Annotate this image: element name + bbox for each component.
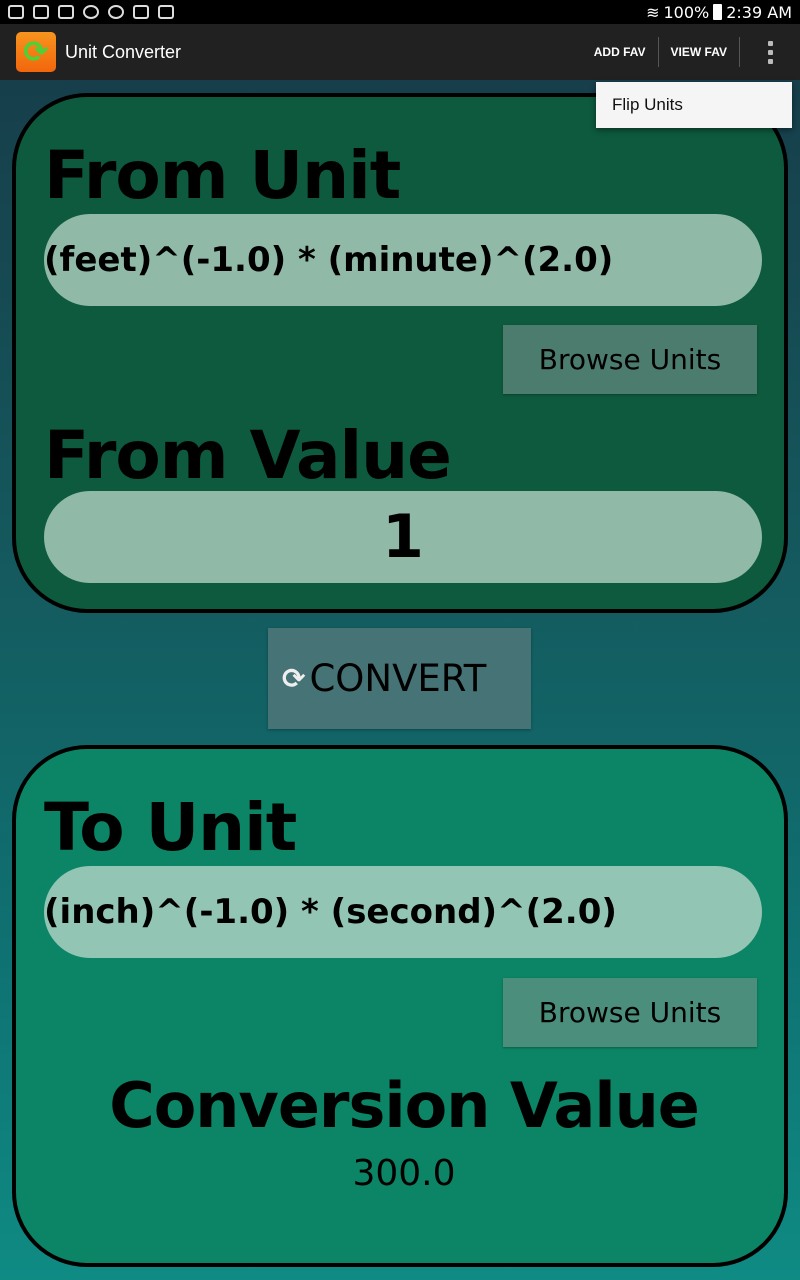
from-unit-field[interactable]: (feet)^(-1.0) * (minute)^(2.0) [44,214,762,306]
clock: 2:39 AM [726,2,792,22]
battery-icon [713,4,723,20]
to-unit-heading: To Unit [44,789,297,866]
conversion-result: 300.0 [352,1153,456,1194]
to-section: To Unit (inch)^(-1.0) * (second)^(2.0) B… [12,745,788,1267]
convert-button[interactable]: ⟳ CONVERT [268,628,531,729]
convert-label: CONVERT [309,657,487,700]
from-value-input[interactable]: 1 [44,491,762,583]
headset-icon [83,5,99,19]
image-icon [33,5,49,19]
app-logo-icon[interactable]: ⟳ [16,32,56,72]
notification-icons [8,5,174,19]
from-section: From Unit (feet)^(-1.0) * (minute)^(2.0)… [12,93,788,613]
system-status: ≋ 100% 2:39 AM [646,3,792,22]
from-value-heading: From Value [44,417,452,494]
monitor-icon [58,5,74,19]
sync-status-icon [108,5,124,19]
from-unit-heading: From Unit [44,137,401,214]
add-fav-button[interactable]: ADD FAV [593,45,646,59]
app-title: Unit Converter [65,41,182,62]
action-bar: ⟳ Unit Converter ADD FAV VIEW FAV [0,24,800,80]
shield-icon [8,5,24,19]
view-fav-button[interactable]: VIEW FAV [670,45,727,59]
to-browse-units-button[interactable]: Browse Units [503,978,757,1047]
clipboard-check-icon [158,5,174,19]
to-unit-field[interactable]: (inch)^(-1.0) * (second)^(2.0) [44,866,762,958]
wifi-icon: ≋ [646,2,660,22]
conversion-value-heading: Conversion Value [109,1069,700,1142]
status-bar: ≋ 100% 2:39 AM [0,0,800,24]
battery-percent: 100% [663,2,710,22]
action-divider [657,37,659,67]
action-divider [739,37,740,67]
mail-icon [133,5,149,19]
menu-item-flip-units[interactable]: Flip Units [596,82,792,128]
from-browse-units-button[interactable]: Browse Units [503,325,757,394]
overflow-menu-icon[interactable] [740,24,800,80]
sync-icon: ⟳ [282,662,306,695]
